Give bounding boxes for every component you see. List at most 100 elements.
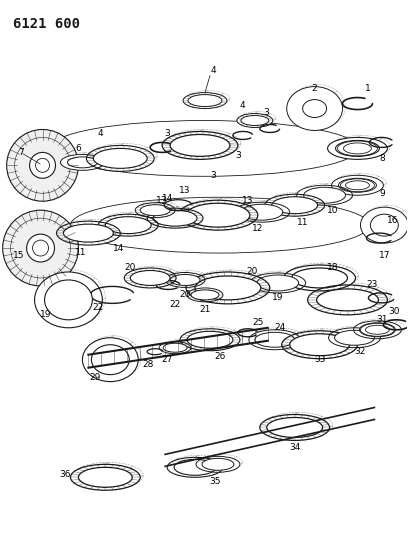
- Ellipse shape: [282, 331, 357, 359]
- Text: 10: 10: [327, 206, 338, 215]
- Text: 36: 36: [60, 470, 71, 479]
- Ellipse shape: [284, 265, 355, 291]
- Text: 28: 28: [142, 360, 154, 369]
- Ellipse shape: [195, 276, 261, 300]
- Text: 35: 35: [209, 477, 221, 486]
- Ellipse shape: [249, 330, 301, 350]
- Text: 30: 30: [388, 308, 400, 317]
- Ellipse shape: [332, 175, 384, 195]
- Ellipse shape: [360, 207, 408, 243]
- Ellipse shape: [178, 200, 258, 230]
- Ellipse shape: [82, 338, 138, 382]
- Ellipse shape: [290, 334, 350, 356]
- Text: 19: 19: [40, 310, 51, 319]
- Text: 34: 34: [289, 443, 300, 452]
- Text: 13: 13: [242, 196, 254, 205]
- Ellipse shape: [167, 457, 223, 477]
- Circle shape: [27, 234, 55, 262]
- Ellipse shape: [124, 268, 176, 288]
- Ellipse shape: [180, 329, 240, 351]
- Text: 22: 22: [93, 303, 104, 312]
- Ellipse shape: [35, 272, 102, 328]
- Ellipse shape: [341, 179, 375, 192]
- Text: 27: 27: [162, 355, 173, 364]
- Ellipse shape: [191, 290, 219, 300]
- Ellipse shape: [183, 93, 227, 109]
- Text: 32: 32: [354, 347, 365, 356]
- Text: 4: 4: [210, 66, 216, 75]
- Ellipse shape: [174, 459, 216, 475]
- Text: 13: 13: [156, 196, 168, 205]
- Text: 9: 9: [379, 189, 385, 198]
- Text: 3: 3: [210, 171, 216, 180]
- Ellipse shape: [292, 268, 348, 288]
- Ellipse shape: [308, 285, 387, 315]
- Circle shape: [3, 210, 78, 286]
- Ellipse shape: [165, 272, 205, 287]
- Ellipse shape: [170, 134, 230, 156]
- Ellipse shape: [317, 289, 378, 311]
- Text: 4: 4: [98, 129, 103, 138]
- Text: 24: 24: [274, 324, 285, 332]
- Text: 16: 16: [387, 216, 398, 224]
- Ellipse shape: [366, 325, 389, 334]
- Ellipse shape: [267, 417, 323, 438]
- Ellipse shape: [260, 415, 330, 440]
- Text: 11: 11: [297, 217, 308, 227]
- Text: 31: 31: [377, 316, 388, 324]
- Ellipse shape: [44, 280, 92, 320]
- Text: 19: 19: [272, 293, 284, 302]
- Text: 3: 3: [263, 108, 268, 117]
- Ellipse shape: [71, 464, 140, 490]
- Text: 15: 15: [13, 251, 24, 260]
- Ellipse shape: [335, 140, 379, 156]
- Ellipse shape: [346, 181, 369, 190]
- Text: 33: 33: [314, 355, 325, 364]
- Text: 13: 13: [179, 186, 191, 195]
- Circle shape: [30, 152, 55, 179]
- Ellipse shape: [105, 217, 151, 233]
- Ellipse shape: [328, 138, 387, 159]
- Text: 14: 14: [162, 193, 174, 203]
- Ellipse shape: [370, 214, 398, 236]
- Ellipse shape: [241, 116, 269, 125]
- Ellipse shape: [250, 273, 306, 293]
- Text: 25: 25: [252, 318, 264, 327]
- Ellipse shape: [360, 324, 395, 336]
- Ellipse shape: [241, 204, 283, 220]
- Text: 12: 12: [252, 224, 264, 232]
- Ellipse shape: [255, 332, 295, 347]
- Ellipse shape: [304, 187, 346, 203]
- Ellipse shape: [187, 332, 233, 348]
- Ellipse shape: [353, 321, 401, 339]
- Ellipse shape: [98, 214, 158, 236]
- Ellipse shape: [67, 157, 98, 168]
- Ellipse shape: [272, 197, 317, 214]
- Circle shape: [95, 467, 115, 487]
- Ellipse shape: [93, 148, 147, 168]
- Ellipse shape: [170, 274, 200, 286]
- Ellipse shape: [159, 342, 191, 354]
- Ellipse shape: [186, 203, 250, 227]
- Circle shape: [33, 240, 49, 256]
- Ellipse shape: [337, 141, 377, 156]
- Ellipse shape: [339, 179, 377, 192]
- Ellipse shape: [86, 146, 154, 171]
- Text: 29: 29: [90, 373, 101, 382]
- Ellipse shape: [328, 328, 380, 348]
- Text: 21: 21: [200, 305, 211, 314]
- Ellipse shape: [162, 132, 238, 159]
- Ellipse shape: [265, 194, 325, 216]
- Text: 11: 11: [75, 247, 86, 256]
- Ellipse shape: [186, 272, 270, 304]
- Ellipse shape: [130, 270, 170, 286]
- Ellipse shape: [303, 100, 326, 117]
- Ellipse shape: [135, 203, 175, 217]
- Text: 23: 23: [367, 280, 378, 289]
- Text: 6: 6: [75, 144, 81, 153]
- Ellipse shape: [140, 205, 170, 216]
- Circle shape: [7, 130, 78, 201]
- Ellipse shape: [237, 114, 273, 127]
- Ellipse shape: [56, 221, 120, 245]
- Text: 20: 20: [246, 268, 257, 277]
